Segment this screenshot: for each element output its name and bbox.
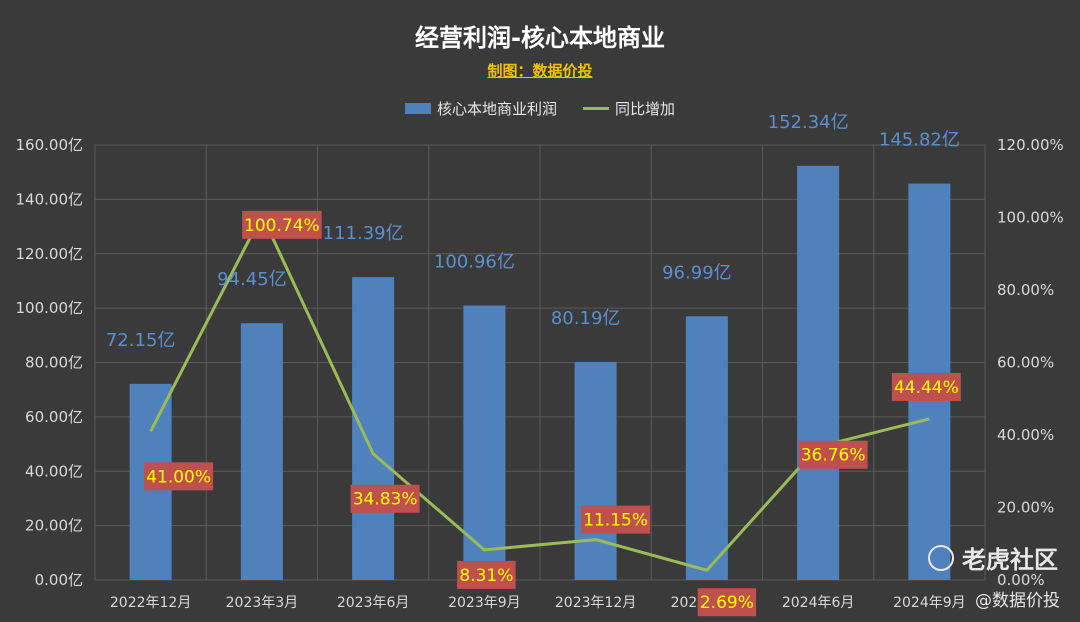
bar (685, 316, 728, 580)
bar (574, 361, 617, 580)
pct-data-label: 11.15% (583, 511, 648, 531)
y-right-tick-label: 100.00% (997, 209, 1064, 227)
legend-line-label: 同比增加 (615, 100, 676, 118)
legend-line-swatch (583, 107, 609, 110)
legend: 核心本地商业利润 同比增加 (0, 98, 1080, 119)
y-left-tick-label: 160.00亿 (16, 136, 84, 154)
legend-bar-swatch (404, 103, 431, 114)
pct-label-box (242, 210, 322, 239)
bar (240, 323, 283, 580)
pct-data-label: 2.69% (700, 593, 754, 613)
pct-data-label: 36.76% (801, 446, 866, 466)
y-left-tick-label: 80.00亿 (25, 354, 83, 372)
bar (463, 305, 506, 580)
pct-label-box (697, 588, 757, 617)
bar (797, 165, 840, 580)
chart-subtitle: 制图：数据价投 (0, 60, 1080, 81)
chart-title: 经营利润-核心本地商业 (415, 24, 665, 52)
pct-label-box (891, 372, 961, 401)
x-tick-label: 2022年12月 (110, 595, 191, 611)
bar-data-label: 72.15亿 (106, 330, 176, 351)
watermark-author: @数据价投 (975, 591, 1060, 611)
pct-label-box (798, 440, 868, 469)
pct-data-label: 41.00% (146, 467, 211, 487)
bar (352, 277, 395, 580)
bar-data-label: 152.34亿 (768, 112, 849, 133)
y-left-tick-label: 100.00亿 (16, 299, 84, 317)
x-tick-label: 2023年12月 (555, 595, 636, 611)
legend-bar-label: 核心本地商业利润 (436, 100, 557, 118)
pct-data-label: 34.83% (353, 490, 418, 510)
y-left-tick-label: 120.00亿 (16, 245, 84, 263)
chart-subtitle-text: 制图：数据价投 (487, 62, 593, 80)
bar-data-label: 111.39亿 (323, 223, 404, 244)
y-right-tick-label: 120.00% (997, 136, 1064, 154)
x-tick-label: 2023年6月 (337, 595, 410, 611)
pct-data-label: 44.44% (894, 378, 959, 398)
bar-data-label: 100.96亿 (434, 252, 515, 273)
y-left-tick-label: 0.00亿 (35, 571, 83, 589)
legend-item-line: 同比增加 (583, 98, 675, 119)
y-left-tick-label: 40.00亿 (25, 462, 83, 480)
pct-data-label: 100.74% (244, 216, 320, 236)
pct-label-box (144, 462, 214, 491)
y-right-tick-label: 40.00% (997, 426, 1054, 444)
legend-item-bar: 核心本地商业利润 (404, 98, 557, 119)
pct-label-box (457, 560, 516, 589)
x-tick-label: 2023年9月 (448, 595, 521, 611)
pct-data-label: 8.31% (459, 566, 513, 586)
bar-data-label: 94.45亿 (217, 269, 287, 290)
pct-label-box (350, 484, 420, 513)
bar-data-label: 145.82亿 (879, 130, 960, 151)
bar-data-label: 80.19亿 (551, 308, 621, 329)
y-right-tick-label: 60.00% (997, 354, 1054, 372)
y-left-tick-label: 60.00亿 (25, 408, 83, 426)
bar-data-label: 96.99亿 (662, 262, 732, 283)
watermark-brand-text: 老虎社区 (962, 546, 1058, 574)
y-right-tick-label: 80.00% (997, 281, 1054, 299)
watermark-brand: 老虎社区 (928, 540, 1058, 575)
x-tick-label: 2024年9月 (893, 595, 966, 611)
y-left-tick-label: 20.00亿 (25, 517, 83, 535)
y-right-tick-label: 0.00% (997, 571, 1045, 589)
pct-label-box (581, 505, 651, 534)
y-left-tick-label: 140.00亿 (16, 190, 84, 208)
y-right-tick-label: 20.00% (997, 499, 1054, 517)
tiger-logo-icon (928, 544, 954, 571)
x-tick-label: 2023年3月 (226, 595, 299, 611)
x-tick-label: 2024年6月 (782, 595, 855, 611)
